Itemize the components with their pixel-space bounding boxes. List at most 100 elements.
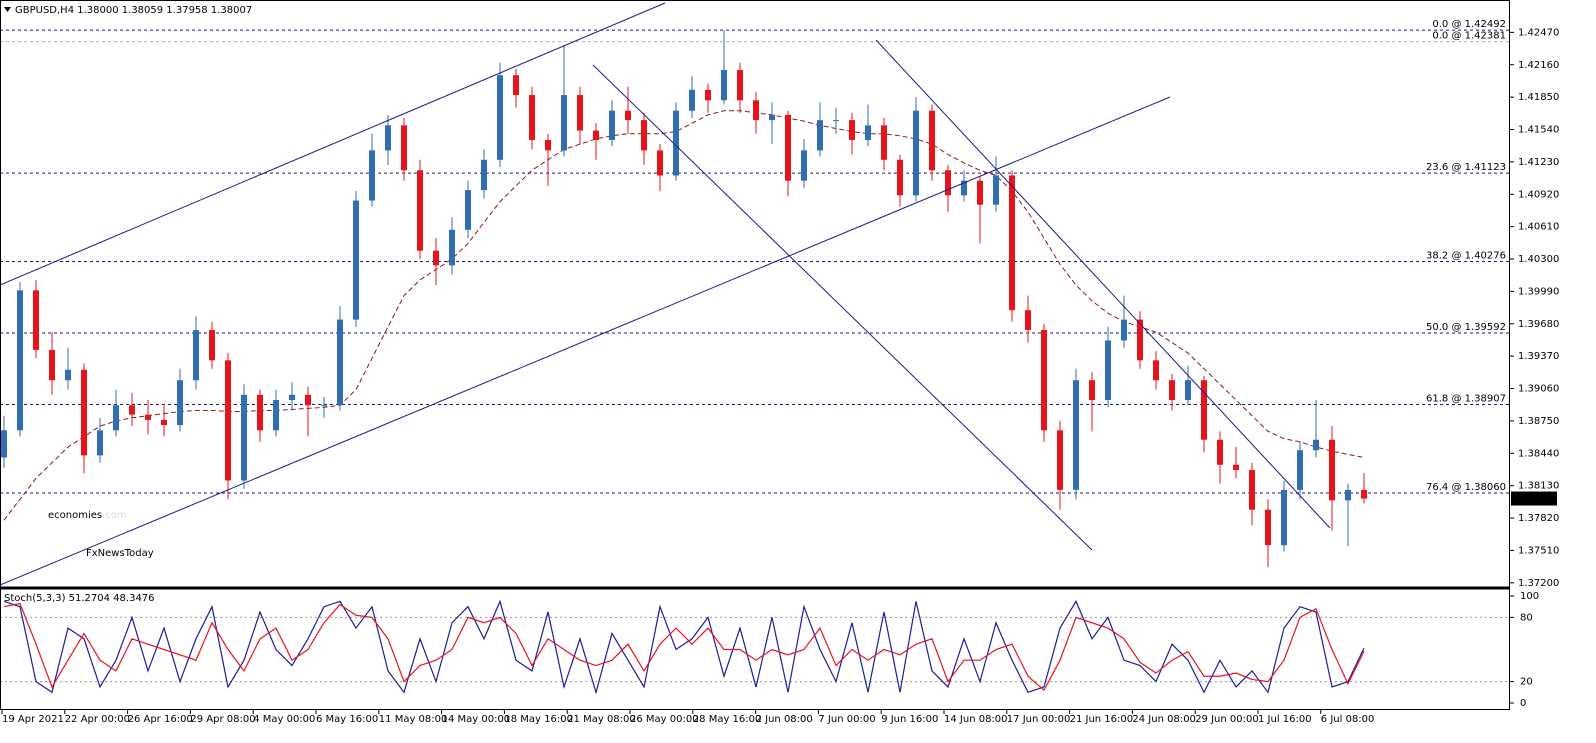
candle-body (1121, 319, 1127, 341)
y-tick-label: 1.42470 (1518, 27, 1559, 38)
x-tick-label: 14 May 00:00 (442, 714, 511, 725)
plot-frame (0, 0, 1510, 710)
candle-body (481, 159, 487, 191)
candle-body (529, 95, 535, 140)
fib-label: 61.8 @ 1.38907 (1426, 394, 1506, 405)
candle-body (417, 170, 423, 251)
watermark-part: economies (48, 510, 102, 521)
x-tick-label: 28 May 16:00 (693, 714, 762, 725)
stoch-line (3, 602, 1365, 692)
candle-body (833, 120, 839, 122)
candle-body (145, 414, 151, 420)
x-tick-label: 21 May 08:00 (567, 714, 636, 725)
candle-body (65, 369, 71, 381)
y-tick-label: 1.41850 (1518, 92, 1559, 103)
x-tick-label: 4 May 00:00 (253, 714, 315, 725)
candle-body (1297, 450, 1303, 490)
candle-body (753, 100, 759, 121)
candle-body (1361, 489, 1367, 499)
x-tick-label: 11 May 08:00 (379, 714, 448, 725)
watermark: economies.com FxNewsToday (48, 510, 154, 559)
candle-body (1249, 470, 1255, 510)
candle-body (1185, 380, 1191, 401)
x-tick-label: 26 Apr 16:00 (128, 714, 193, 725)
y-tick-label: 1.40610 (1518, 222, 1559, 233)
candle-body (369, 150, 375, 201)
x-tick-label: 29 Apr 08:00 (190, 714, 255, 725)
candle-body (257, 394, 263, 431)
candle-body (193, 330, 199, 381)
candle-body (641, 120, 647, 151)
candle-body (513, 75, 519, 96)
candle-body (177, 380, 183, 426)
y-tick-label: 1.38750 (1518, 416, 1559, 427)
candle-body (449, 229, 455, 266)
candle-body (945, 170, 951, 196)
candle-body (1217, 439, 1223, 465)
fib-label: 38.2 @ 1.40276 (1426, 251, 1506, 262)
y-tick-label: 1.39060 (1518, 384, 1559, 395)
x-tick-label: 7 Jun 00:00 (818, 714, 875, 725)
candle-body (81, 369, 87, 456)
x-tick-label: 6 Jul 08:00 (1321, 714, 1375, 725)
fib-label: 50.0 @ 1.39592 (1426, 322, 1506, 333)
x-tick-label: 19 Apr 2021 (2, 714, 64, 725)
y-tick-label: 1.37820 (1518, 513, 1559, 524)
x-tick-label: 26 May 00:00 (630, 714, 699, 725)
candle-body (689, 89, 695, 111)
candle-body (17, 290, 23, 431)
candle-body (961, 180, 967, 196)
x-tick-label: 22 Apr 00:00 (65, 714, 130, 725)
candle-body (577, 95, 583, 131)
candle-body (289, 394, 295, 401)
candle-body (993, 175, 999, 205)
candle-body (241, 394, 247, 481)
fib-label: 0.0 @ 1.42381 (1432, 31, 1506, 42)
candle-body (1201, 380, 1207, 440)
candle-body (1281, 489, 1287, 546)
x-tick-label: 6 May 16:00 (316, 714, 378, 725)
x-tick-label: 1 Jul 16:00 (1258, 714, 1312, 725)
x-tick-label: 29 Jun 00:00 (1195, 714, 1259, 725)
candle-body (49, 349, 55, 381)
candle-body (785, 114, 791, 181)
chart-title: GBPUSD,H4 1.38000 1.38059 1.37958 1.3800… (15, 5, 252, 16)
x-tick-label: 18 May 16:00 (504, 714, 573, 725)
watermark-text: economies.com (48, 510, 127, 521)
candle-body (113, 405, 119, 431)
candle-body (353, 200, 359, 320)
trendlines (0, 2, 1331, 586)
candle-body (801, 150, 807, 181)
candle-body (1153, 360, 1159, 381)
candle-body (273, 400, 279, 431)
y-tick-label: 1.38440 (1518, 448, 1559, 459)
candle-body (1329, 439, 1335, 501)
x-tick-label: 24 Jun 08:00 (1132, 714, 1196, 725)
y-tick-label: 100 (1520, 591, 1539, 602)
candle-body (657, 150, 663, 176)
indicator-title: Stoch(5,3,3) 51.2704 48.3476 (4, 593, 155, 604)
candle-body (225, 360, 231, 481)
y-tick-label: 1.37200 (1518, 578, 1559, 589)
candle-body (737, 69, 743, 101)
menu-triangle (4, 7, 11, 12)
fib-label: 76.4 @ 1.38060 (1426, 482, 1506, 493)
candle-body (161, 419, 167, 426)
y-tick-label: 0 (1520, 698, 1526, 709)
candle-body (33, 290, 39, 350)
candle-body (401, 125, 407, 171)
watermark-part: .com (102, 510, 127, 521)
candle-body (977, 180, 983, 205)
candle-body (305, 394, 311, 406)
candle-body (545, 139, 551, 151)
trendline (875, 39, 1331, 529)
candle-body (929, 110, 935, 171)
y-tick-label: 1.37510 (1518, 545, 1559, 556)
candle-body (1105, 340, 1111, 401)
last-price-label: 1.38007 (1515, 494, 1556, 505)
candle-body (321, 405, 327, 407)
candle-body (1345, 489, 1351, 501)
candle-body (721, 69, 727, 101)
